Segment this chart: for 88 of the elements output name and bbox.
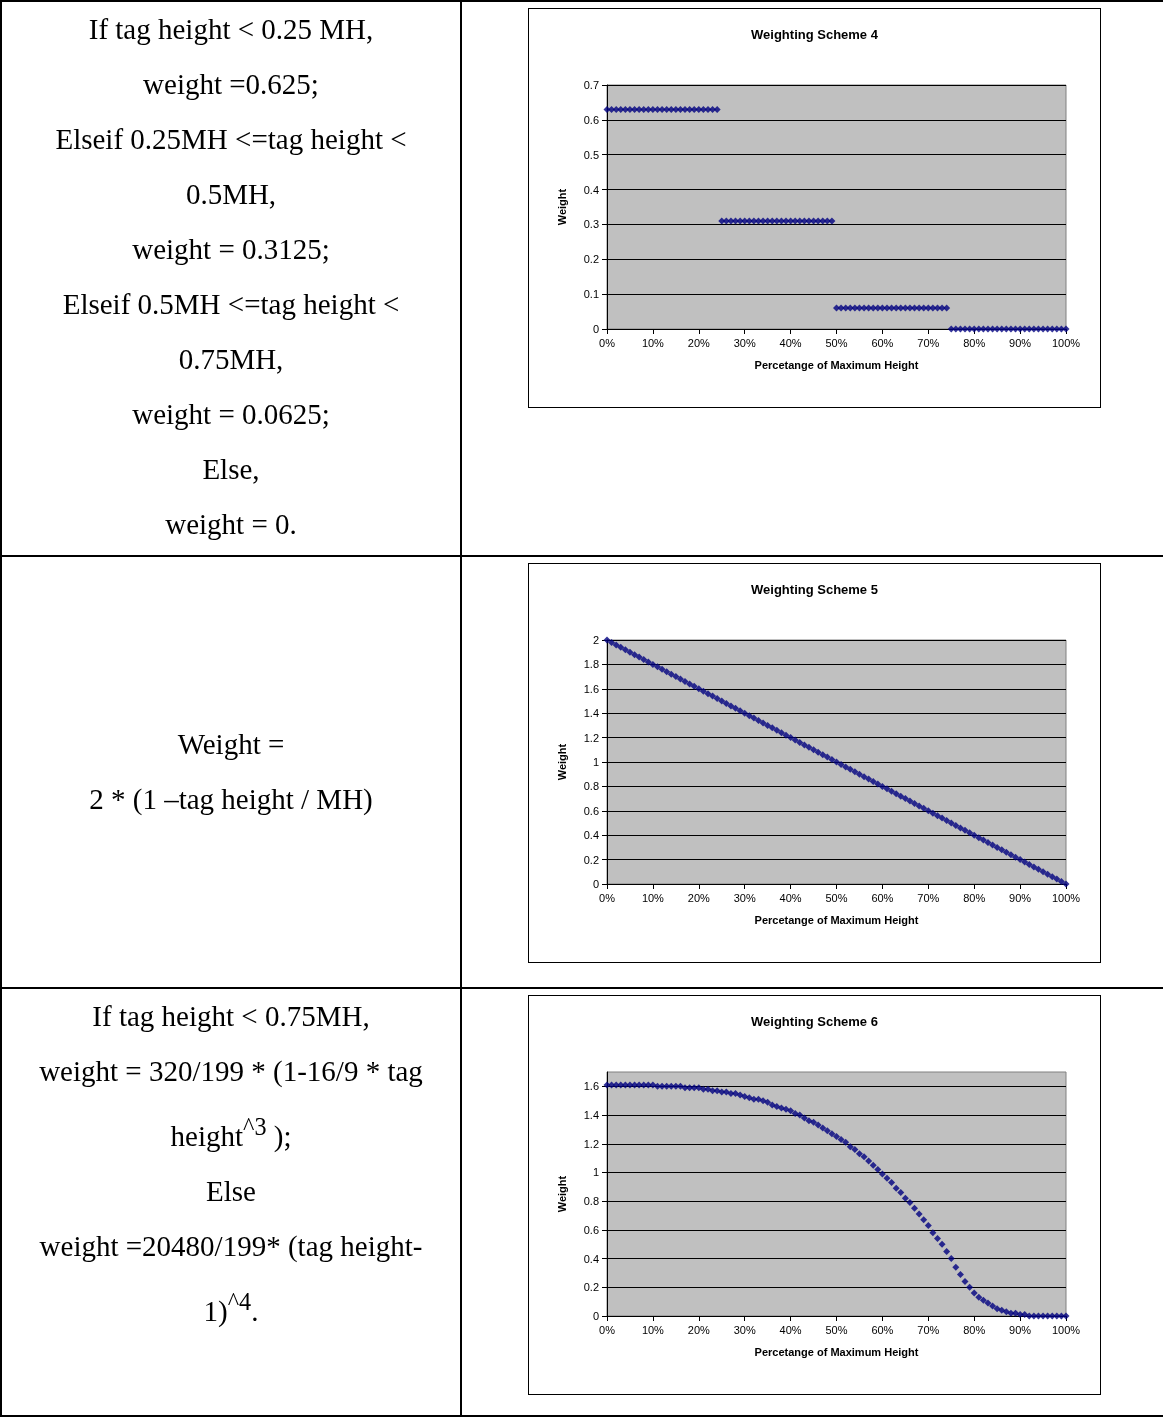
x-tick-label: 80% bbox=[963, 891, 986, 904]
chart-title: Weighting Scheme 6 bbox=[751, 1014, 878, 1029]
text: weight =0.625; bbox=[142, 67, 320, 102]
y-tick-label: 1.4 bbox=[583, 707, 599, 720]
x-tick-label: 10% bbox=[641, 1323, 665, 1336]
text: weight = 0.3125; bbox=[131, 232, 331, 267]
x-tick-label: 100% bbox=[1051, 1323, 1081, 1336]
y-tick-label: 1.2 bbox=[583, 731, 599, 744]
y-tick-label: 1 bbox=[592, 1166, 599, 1179]
y-tick-label: 0.4 bbox=[583, 183, 599, 196]
x-tick-label: 30% bbox=[733, 891, 756, 904]
y-tick-label: 1.6 bbox=[583, 682, 599, 695]
text: 0.5MH, bbox=[184, 177, 278, 212]
x-tick-label: 20% bbox=[687, 891, 711, 904]
x-axis-title: Percetange of Maximum Height bbox=[754, 358, 919, 371]
x-tick-label: 0% bbox=[599, 891, 616, 904]
x-tick-label: 100% bbox=[1051, 336, 1081, 349]
chart-title: Weighting Scheme 5 bbox=[751, 582, 878, 597]
x-tick-label: 40% bbox=[779, 1323, 802, 1336]
x-tick-label: 30% bbox=[733, 1323, 756, 1336]
y-tick-label: 0 bbox=[592, 878, 599, 890]
y-tick-label: 0.8 bbox=[583, 1195, 599, 1208]
text: Else bbox=[205, 1173, 257, 1209]
x-tick-label: 20% bbox=[687, 1323, 711, 1336]
x-axis-title: Percetange of Maximum Height bbox=[754, 913, 919, 926]
y-tick-label: 0.6 bbox=[583, 113, 599, 126]
text: Elseif 0.25MH <=tag height < bbox=[54, 122, 408, 157]
x-tick-label: 60% bbox=[871, 336, 894, 349]
text: weight = 320/199 * (1-16/9 * tag bbox=[38, 1054, 424, 1089]
text: weight = 0.0625; bbox=[131, 397, 331, 432]
x-tick-label: 50% bbox=[825, 891, 848, 904]
x-tick-label: 90% bbox=[1009, 891, 1032, 904]
y-axis-title: Weight bbox=[555, 188, 568, 226]
x-tick-label: 70% bbox=[917, 336, 940, 349]
x-tick-label: 40% bbox=[779, 891, 802, 904]
x-tick-label: 80% bbox=[963, 336, 986, 349]
y-tick-label: 0 bbox=[592, 1310, 599, 1322]
y-tick-label: 0.8 bbox=[583, 780, 599, 793]
text: 2 * (1 –tag height / MH) bbox=[88, 782, 374, 817]
x-tick-label: 10% bbox=[641, 891, 665, 904]
x-tick-label: 40% bbox=[779, 336, 802, 349]
chart-title: Weighting Scheme 4 bbox=[751, 27, 879, 42]
x-tick-label: 20% bbox=[687, 336, 711, 349]
x-tick-label: 0% bbox=[599, 1323, 616, 1336]
y-tick-label: 0.5 bbox=[583, 148, 599, 161]
y-axis-title: Weight bbox=[555, 743, 568, 781]
x-tick-label: 30% bbox=[733, 336, 756, 349]
x-tick-label: 70% bbox=[917, 1323, 940, 1336]
x-tick-label: 60% bbox=[871, 1323, 894, 1336]
y-tick-label: 0.2 bbox=[583, 253, 599, 266]
text: Weight = bbox=[176, 727, 286, 762]
y-tick-label: 0.6 bbox=[583, 804, 599, 817]
text: height$^{^3}$ ); bbox=[169, 1112, 293, 1154]
y-axis-title: Weight bbox=[555, 1175, 568, 1213]
x-tick-label: 70% bbox=[917, 891, 940, 904]
text: If tag height < 0.25 MH, bbox=[87, 12, 375, 47]
x-tick-label: 0% bbox=[599, 336, 616, 349]
text: Else, bbox=[201, 452, 261, 487]
text: 0.75MH, bbox=[177, 342, 285, 377]
x-tick-label: 90% bbox=[1009, 1323, 1032, 1336]
text: 1)$^{^4}$. bbox=[202, 1286, 260, 1329]
y-tick-label: 0.4 bbox=[583, 829, 599, 842]
y-tick-label: 0.6 bbox=[583, 1223, 599, 1236]
y-tick-label: 2 bbox=[592, 634, 599, 646]
x-tick-label: 50% bbox=[825, 336, 848, 349]
y-tick-label: 0 bbox=[592, 323, 599, 335]
y-tick-label: 1.8 bbox=[583, 658, 599, 671]
y-tick-label: 0.2 bbox=[583, 853, 599, 866]
y-tick-label: 0.1 bbox=[583, 288, 599, 301]
x-tick-label: 90% bbox=[1009, 336, 1032, 349]
y-tick-label: 0.2 bbox=[583, 1281, 599, 1294]
x-tick-label: 50% bbox=[825, 1323, 848, 1336]
text: weight = 0. bbox=[164, 507, 298, 542]
text: If tag height < 0.75MH, bbox=[91, 999, 371, 1034]
y-tick-label: 1.2 bbox=[583, 1137, 599, 1150]
x-tick-label: 80% bbox=[963, 1323, 986, 1336]
x-tick-label: 60% bbox=[871, 891, 894, 904]
y-tick-label: 0.3 bbox=[583, 218, 599, 231]
y-tick-label: 0.4 bbox=[583, 1252, 599, 1265]
y-tick-label: 0.7 bbox=[583, 79, 599, 91]
y-tick-label: 1.4 bbox=[583, 1109, 599, 1122]
y-tick-label: 1.6 bbox=[583, 1080, 599, 1093]
x-tick-label: 10% bbox=[641, 336, 665, 349]
y-tick-label: 1 bbox=[592, 756, 599, 768]
text: Elseif 0.5MH <=tag height < bbox=[61, 287, 401, 322]
x-axis-title: Percetange of Maximum Height bbox=[754, 1345, 919, 1358]
text: weight =20480/199* (tag height- bbox=[38, 1228, 424, 1264]
x-tick-label: 100% bbox=[1051, 891, 1081, 904]
